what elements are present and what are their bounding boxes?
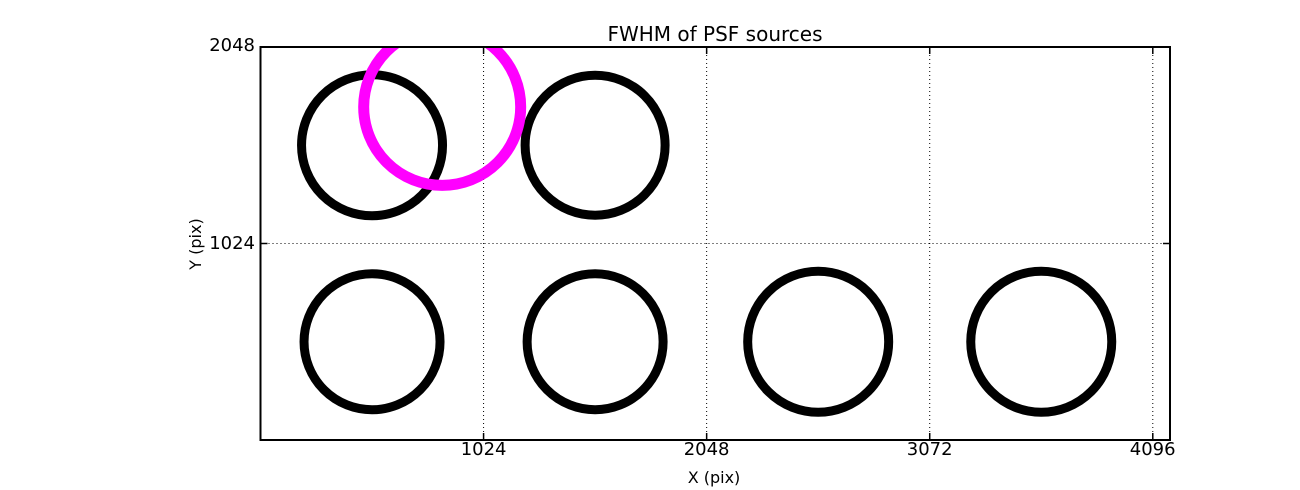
psf-sources-marker [520,70,670,220]
gridlines [260,46,1170,440]
x-tick-label-2048: 2048 [683,439,730,460]
x-tick-label-4096: 4096 [1129,439,1176,460]
chart-title: FWHM of PSF sources [607,22,823,46]
psf-sources-marker [299,269,445,415]
y-tick-label-2048: 2048 [209,35,255,56]
x-tick-label-3072: 3072 [906,439,953,460]
scatter-markers [297,47,1117,417]
x-axis-label: X (pix) [687,468,741,487]
psf-sources-marker [522,269,668,415]
y-tick-label-1024: 1024 [209,233,255,254]
highlighted-source-marker [358,47,527,191]
psf-sources-marker [966,266,1117,417]
axes-spines [259,46,1171,441]
x-tick-label-1024: 1024 [460,439,507,460]
psf-sources-marker [743,266,894,417]
